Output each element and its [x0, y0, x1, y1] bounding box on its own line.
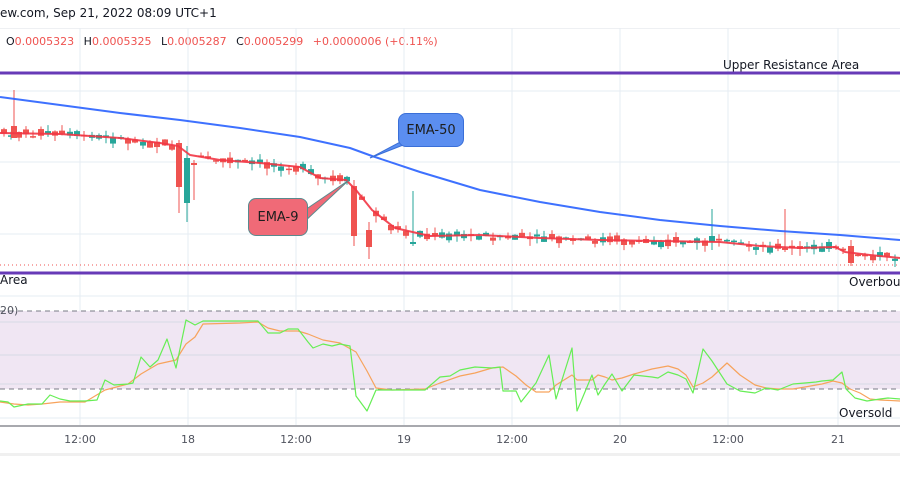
close-value: 0.0005299: [243, 35, 304, 48]
ema50-callout: EMA-50: [398, 113, 464, 147]
change-value: +0.0000006 (+0.11%): [312, 35, 438, 48]
open-label: O: [6, 35, 15, 48]
x-tick-label: 12:00: [712, 433, 744, 446]
overbought-label: Overbou: [849, 275, 900, 289]
ema9-callout-text: EMA-9: [257, 209, 299, 225]
stochastic-oscillator: [0, 310, 900, 419]
high-label: H: [83, 35, 92, 48]
x-tick-label: 18: [181, 433, 195, 446]
overlay-lines: [0, 71, 900, 275]
ohlc-legend: O0.0005323 H0.0005325 L0.0005287 C0.0005…: [6, 35, 444, 48]
x-tick-label: 12:00: [496, 433, 528, 446]
chart-title: ew.com, Sep 21, 2022 08:09 UTC+1: [0, 6, 217, 20]
x-tick-label: 19: [397, 433, 411, 446]
x-tick-label: 20: [613, 433, 627, 446]
x-tick-label: 12:00: [280, 433, 312, 446]
chart-title-bar: ew.com, Sep 21, 2022 08:09 UTC+1: [0, 0, 900, 29]
ema50-callout-text: EMA-50: [406, 122, 456, 138]
low-label: L: [160, 35, 168, 48]
x-tick-label: 12:00: [64, 433, 96, 446]
close-label: C: [236, 35, 244, 48]
oversold-label: Oversold: [839, 406, 893, 420]
lower-area-label: Area: [0, 273, 28, 287]
upper-resistance-label: Upper Resistance Area: [723, 58, 860, 72]
stochastic-params-label: 20): [0, 304, 19, 317]
high-value: 0.0005325: [91, 35, 152, 48]
x-axis-bottom-strip: [0, 453, 900, 456]
ema9-callout: EMA-9: [248, 198, 308, 236]
x-tick-label: 21: [831, 433, 845, 446]
low-value: 0.0005287: [167, 35, 227, 48]
open-value: 0.0005323: [14, 35, 75, 48]
